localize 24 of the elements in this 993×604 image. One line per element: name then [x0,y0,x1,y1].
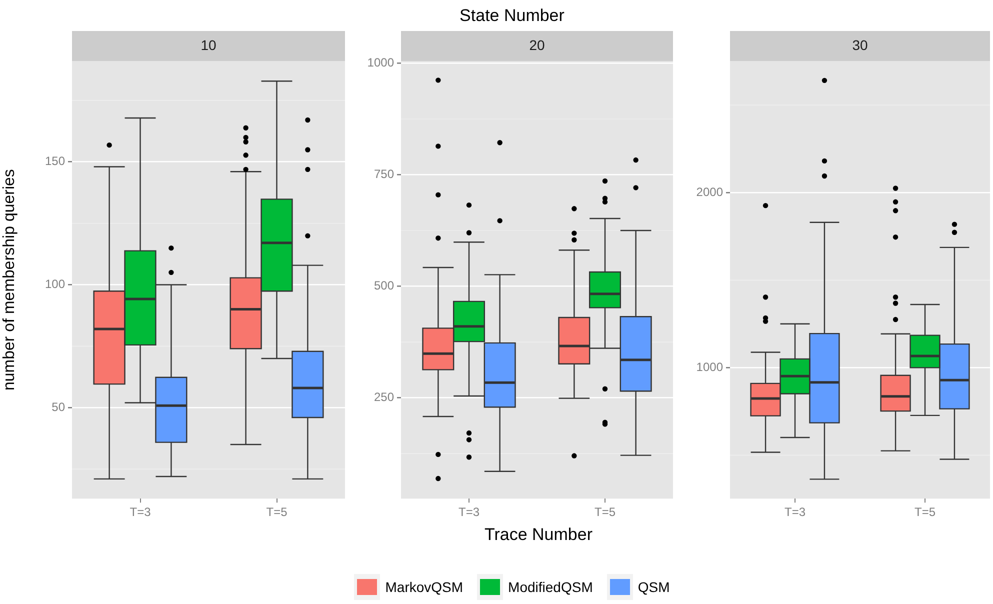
text: State Number [458,6,566,26]
y-tick-label: 1000 [367,56,394,70]
x-tick-label: T=5 [594,505,616,520]
y-axis-title: number of membership queries [1,169,18,391]
chart-title: 30 [852,36,868,53]
y-tick-label: 150 [44,154,66,168]
x-tick-label: T=3 [784,505,806,520]
y-tick-label: 50 [52,400,66,414]
y-tick-label: 1000 [696,360,724,374]
legend-label: ModifiedQSM [508,579,593,595]
y-tick-label: 100 [44,277,66,292]
legend-label: QSM [638,579,670,595]
y-tick-label: 250 [374,390,394,404]
y-tick-label: 2000 [696,184,724,199]
x-tick-label: T=3 [130,505,152,520]
legend-label: MarkovQSM [385,579,464,595]
x-axis-title: Trace Number [483,525,594,545]
chart-title: 10 [200,36,216,53]
x-tick-label: T=5 [266,505,288,520]
chart-title: 20 [529,36,545,53]
y-tick-label: 500 [374,278,394,293]
x-tick-label: T=3 [458,505,480,520]
x-tick-label: T=5 [914,505,936,520]
y-tick-label: 750 [374,167,394,182]
